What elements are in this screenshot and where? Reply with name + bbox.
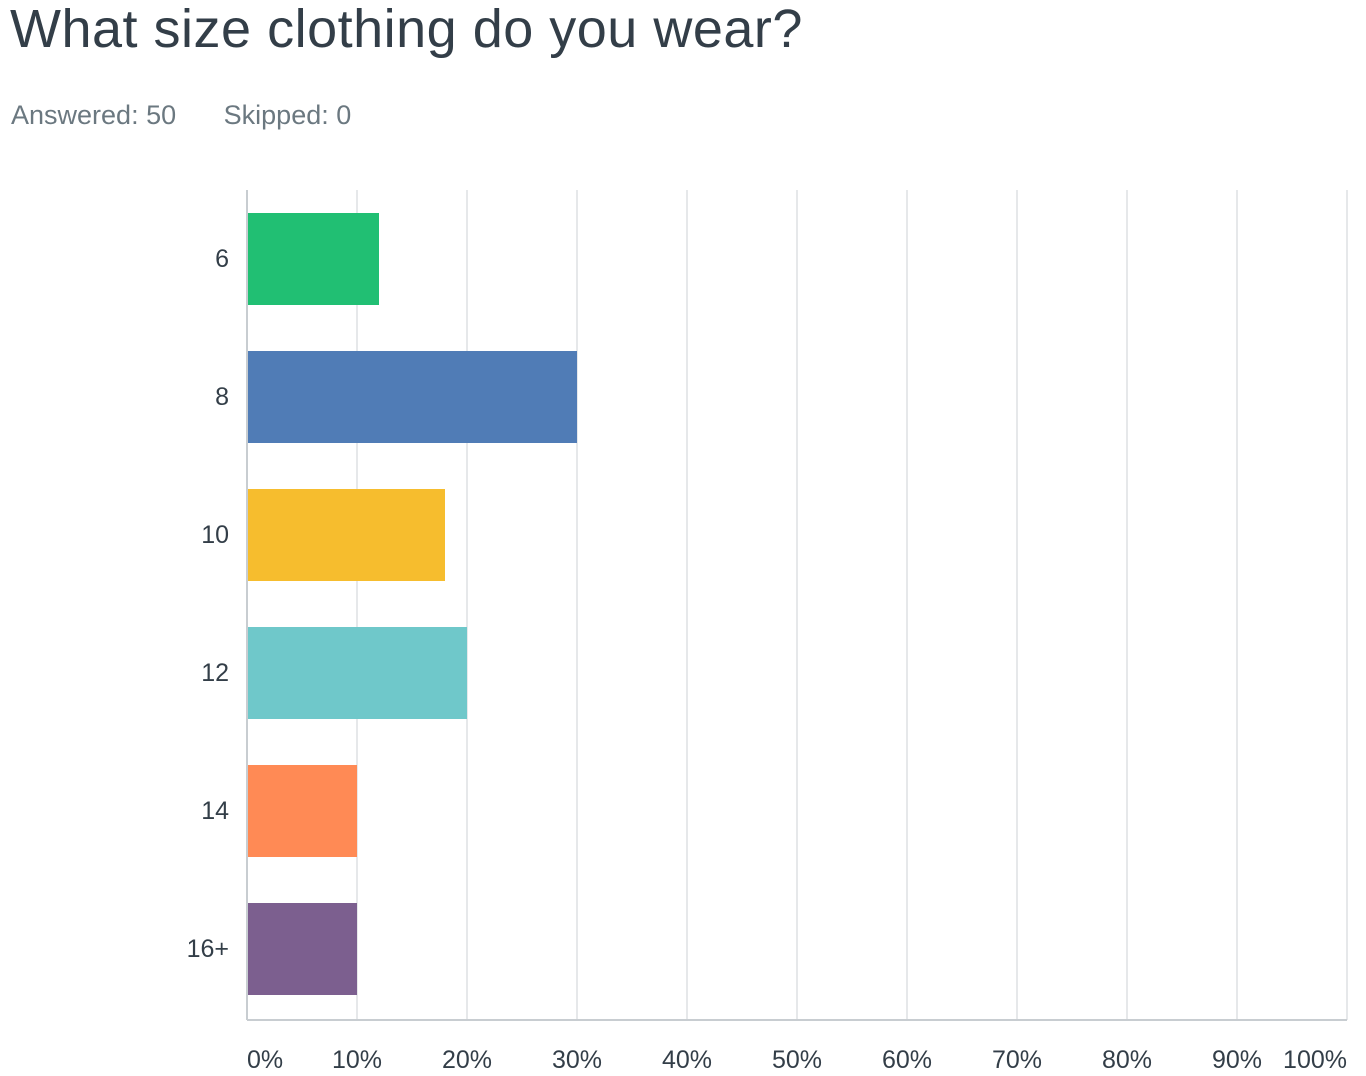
answered-count: 50	[146, 100, 177, 130]
bar-size-14[interactable]	[247, 765, 357, 857]
response-stats: Answered: 50 Skipped: 0	[11, 100, 391, 131]
skipped-stat: Skipped: 0	[224, 100, 352, 131]
gridlines	[356, 190, 1348, 1020]
x-tick-label: 50%	[772, 1046, 822, 1074]
x-tick-label: 10%	[332, 1046, 382, 1074]
x-tick-label: 0%	[247, 1046, 283, 1074]
category-label: 10	[201, 521, 229, 549]
x-tick-label: 40%	[662, 1046, 712, 1074]
skipped-label: Skipped:	[223, 100, 329, 130]
answered-stat: Answered: 50	[11, 100, 176, 131]
bars	[247, 213, 577, 995]
category-label: 8	[215, 383, 229, 411]
answered-label: Answered:	[11, 100, 139, 130]
x-tick-label: 30%	[552, 1046, 602, 1074]
axes	[246, 190, 1347, 1021]
skipped-count: 0	[336, 100, 352, 130]
question-title: What size clothing do you wear?	[10, 0, 803, 59]
bar-size-10[interactable]	[247, 489, 445, 581]
x-tick-label: 90%	[1212, 1046, 1262, 1074]
x-tick-label: 80%	[1102, 1046, 1152, 1074]
x-tick-label: 60%	[882, 1046, 932, 1074]
bar-size-6[interactable]	[247, 213, 379, 305]
bar-size-12[interactable]	[247, 627, 467, 719]
category-label: 14	[201, 797, 229, 825]
labels: 6 8 10 12 14 16+ 0% 10% 20% 30% 40% 50% 60% 70% 80% 90%…	[187, 245, 1347, 1074]
x-tick-label: 70%	[992, 1046, 1042, 1074]
bar-size-8[interactable]	[247, 351, 577, 443]
category-label: 12	[201, 659, 229, 687]
x-tick-label: 20%	[442, 1046, 492, 1074]
x-tick-label: 100%	[1283, 1046, 1347, 1074]
bar-size-16plus[interactable]	[247, 903, 357, 995]
category-label: 6	[215, 245, 229, 273]
category-label: 16+	[187, 935, 229, 963]
